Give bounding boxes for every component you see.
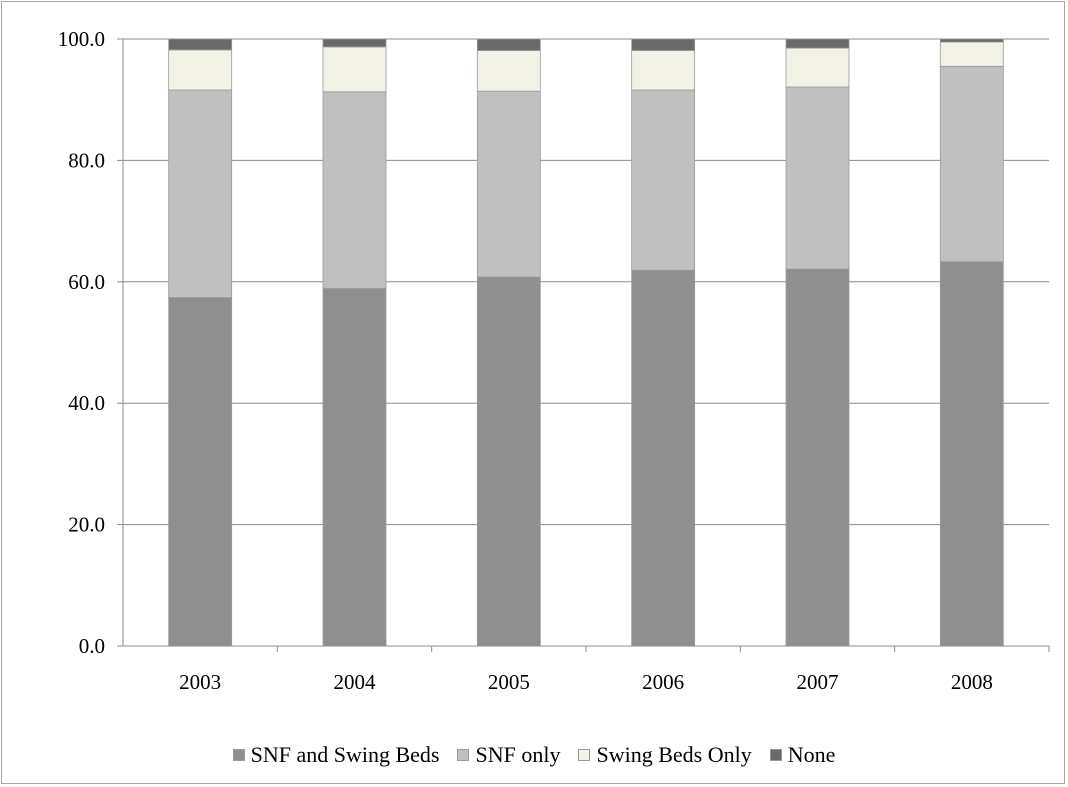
y-tick-labels: 0.0 20.0 40.0 60.0 80.0 100.0 [58, 27, 105, 658]
bar-segment-none [785, 38, 850, 49]
y-tick-label: 80.0 [68, 148, 105, 172]
bar-segment-none [939, 38, 1004, 43]
bar-segment-snf-and-swing-beds [476, 276, 541, 647]
legend-swatch [232, 749, 245, 761]
bar-segment-none [322, 38, 387, 48]
bar-segment-swing-beds-only [168, 49, 233, 91]
bar-segment-snf-and-swing-beds [322, 288, 387, 647]
y-tick-label: 100.0 [58, 27, 105, 51]
bar-segment-swing-beds-only [631, 50, 696, 91]
legend-label: Swing Beds Only [596, 742, 752, 767]
axes [117, 38, 1050, 652]
legend-label: None [787, 742, 836, 767]
legend-swatch [769, 749, 782, 761]
bar-segment-swing-beds-only [322, 46, 387, 93]
y-tick-label: 60.0 [68, 270, 105, 294]
y-tick-label: 20.0 [68, 513, 105, 537]
x-tick-label: 2003 [179, 670, 221, 694]
bar-segment-none [631, 38, 696, 51]
bar-segment-snf-only [476, 90, 541, 278]
x-tick-label: 2007 [797, 670, 839, 694]
x-tick-labels: 2003 2004 2005 2006 2007 2008 [179, 670, 993, 694]
legend-label: SNF and Swing Beds [250, 742, 440, 767]
bar-segment-snf-only [939, 65, 1004, 263]
legend-swatch [457, 749, 470, 761]
legend-item: None [769, 742, 836, 768]
x-tick-label: 2006 [642, 670, 684, 694]
legend-label: SNF only [475, 742, 561, 767]
gridlines [123, 38, 1049, 526]
bar-segment-snf-and-swing-beds [168, 297, 233, 647]
legend: SNF and Swing Beds SNF only Swing Beds Onl… [0, 742, 1068, 768]
bar-segment-none [168, 38, 233, 51]
x-tick-label: 2004 [334, 670, 377, 694]
bar-stacks [168, 38, 1004, 647]
bar-segment-snf-and-swing-beds [631, 269, 696, 647]
bar-segment-snf-only [785, 86, 850, 270]
legend-item: SNF only [457, 742, 560, 768]
x-tick-label: 2008 [951, 670, 993, 694]
y-tick-label: 40.0 [68, 391, 105, 415]
legend-item: Swing Beds Only [578, 742, 752, 768]
bar-segment-snf-only [631, 89, 696, 271]
legend-item: SNF and Swing Beds [232, 742, 440, 768]
bar-segment-snf-and-swing-beds [785, 268, 850, 647]
x-tick-label: 2005 [488, 670, 530, 694]
y-tick-label: 0.0 [79, 634, 105, 658]
bar-segment-none [476, 38, 541, 51]
bar-segment-snf-only [322, 91, 387, 289]
bar-segment-swing-beds-only [939, 41, 1004, 67]
bar-segment-swing-beds-only [476, 50, 541, 92]
bar-segment-swing-beds-only [785, 47, 850, 88]
bar-segment-snf-only [168, 89, 233, 298]
legend-swatch [578, 749, 591, 761]
bar-segment-snf-and-swing-beds [939, 261, 1004, 647]
